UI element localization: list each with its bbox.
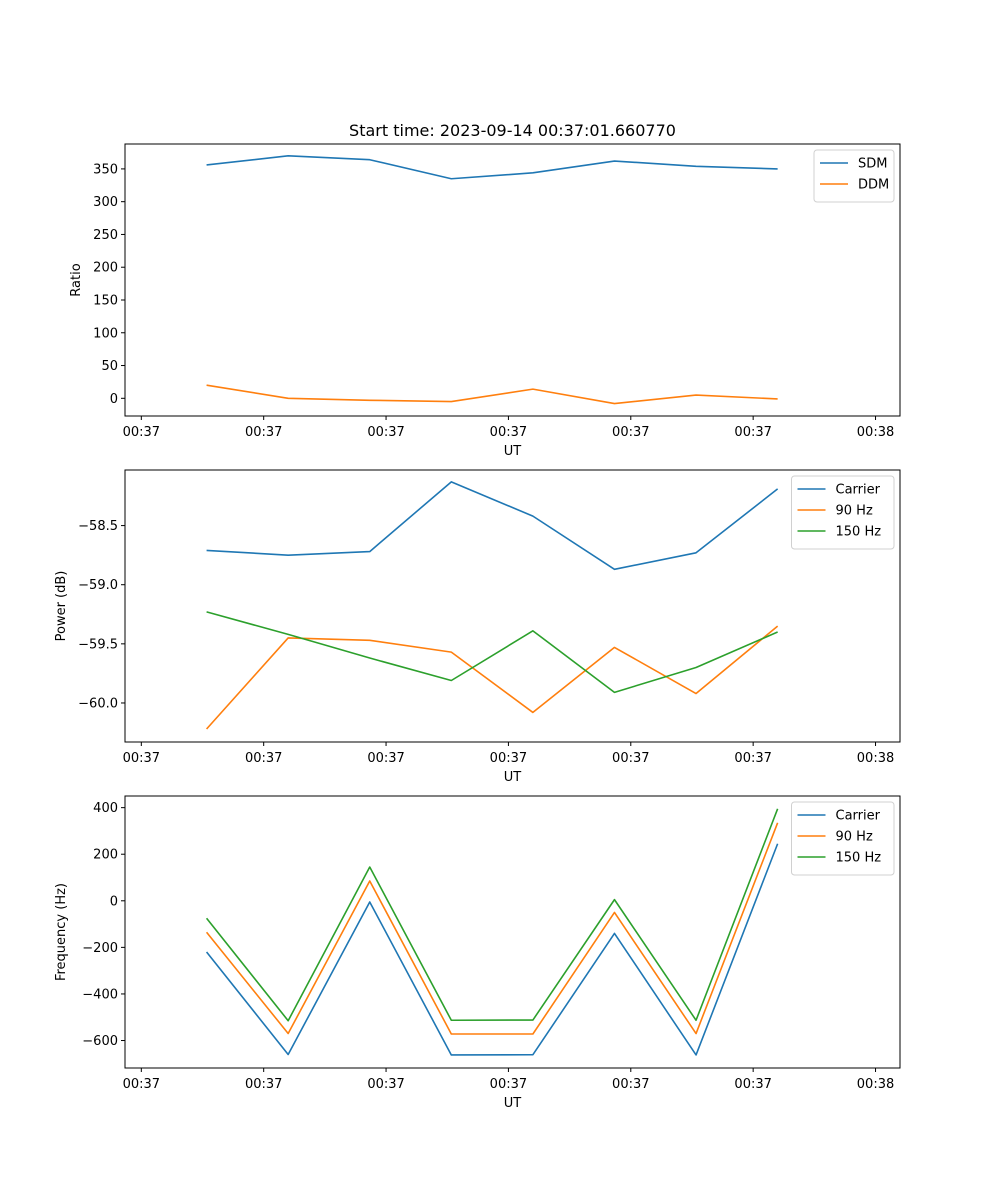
power-x-tick-label: 00:37 xyxy=(367,751,404,766)
power-x-tick-label: 00:38 xyxy=(857,751,894,766)
power-y-tick-label: −59.5 xyxy=(78,637,118,652)
power-y-tick-label: −60.0 xyxy=(78,696,118,711)
frequency-series-150-hz-line xyxy=(205,808,779,1022)
power-legend-label: 150 Hz xyxy=(836,525,882,540)
frequency-x-tick-label: 00:38 xyxy=(857,1077,894,1092)
ratio-y-axis-label: Ratio xyxy=(69,263,84,296)
frequency-axes-frame xyxy=(124,795,901,1069)
frequency-x-tick-label: 00:37 xyxy=(490,1077,527,1092)
power-axes-frame xyxy=(124,469,901,743)
ratio-x-tick-label: 00:37 xyxy=(490,425,527,440)
ratio-x-tick-label: 00:37 xyxy=(245,425,282,440)
ratio-y-tick-label: 50 xyxy=(101,359,118,374)
power-x-axis-label: UT xyxy=(504,770,522,785)
ratio-y-tick-label: 350 xyxy=(93,162,118,177)
ratio-y-tick-label: 0 xyxy=(110,392,118,407)
frequency-series-90-hz-line xyxy=(205,822,779,1035)
ratio-x-tick-label: 00:37 xyxy=(123,425,160,440)
power-y-axis-label: Power (dB) xyxy=(54,571,69,642)
ratio-y-tick-label: 100 xyxy=(93,326,118,341)
power-legend: Carrier 90 Hz 150 Hz xyxy=(791,475,895,550)
ratio-x-tick-label: 00:37 xyxy=(367,425,404,440)
ratio-axes-frame xyxy=(124,143,901,417)
power-y-tick-label: −59.0 xyxy=(78,578,118,593)
ratio-legend-label: DDM xyxy=(858,178,889,193)
power-x-tick-label: 00:37 xyxy=(490,751,527,766)
power-x-tick-label: 00:37 xyxy=(612,751,649,766)
frequency-y-tick-label: 200 xyxy=(93,848,118,863)
frequency-x-tick-label: 00:37 xyxy=(245,1077,282,1092)
power-legend-label: Carrier xyxy=(836,483,881,498)
frequency-y-tick-label: −600 xyxy=(82,1034,118,1049)
frequency-legend: Carrier 90 Hz 150 Hz xyxy=(791,801,895,876)
chart-title: Start time: 2023-09-14 00:37:01.660770 xyxy=(349,121,676,140)
power-series-carrier-line xyxy=(206,481,779,571)
power-x-tick-label: 00:37 xyxy=(245,751,282,766)
power-y-tick-label: −58.5 xyxy=(78,519,118,534)
ratio-y-tick-label: 150 xyxy=(93,293,118,308)
frequency-x-tick-label: 00:37 xyxy=(123,1077,160,1092)
ratio-y-tick-label: 200 xyxy=(93,261,118,276)
frequency-y-tick-label: 400 xyxy=(93,801,118,816)
frequency-x-tick-label: 00:37 xyxy=(367,1077,404,1092)
frequency-x-axis-label: UT xyxy=(504,1096,522,1111)
power-x-tick-label: 00:37 xyxy=(734,751,771,766)
ratio-y-tick-label: 250 xyxy=(93,228,118,243)
frequency-legend-label: 90 Hz xyxy=(836,830,873,845)
ratio-x-tick-label: 00:37 xyxy=(734,425,771,440)
ratio-legend: SDM DDM xyxy=(813,149,895,203)
frequency-y-tick-label: −400 xyxy=(82,987,118,1002)
power-x-tick-label: 00:37 xyxy=(123,751,160,766)
frequency-legend-label: Carrier xyxy=(836,809,881,824)
frequency-series-carrier-line xyxy=(205,843,779,1056)
ratio-subplot: Start time: 2023-09-14 00:37:01.66077000… xyxy=(69,121,901,459)
frequency-x-tick-label: 00:37 xyxy=(612,1077,649,1092)
power-legend-label: 90 Hz xyxy=(836,504,873,519)
frequency-subplot: 00:37 00:37 00:37 00:37 00:37 00:37 00:38 −600 −… xyxy=(54,795,901,1111)
ratio-series-ddm-line xyxy=(206,384,778,405)
frequency-y-axis-label: Frequency (Hz) xyxy=(54,883,69,981)
ratio-series-sdm-line xyxy=(206,155,778,180)
ratio-x-tick-label: 00:37 xyxy=(612,425,649,440)
ratio-x-axis-label: UT xyxy=(504,444,522,459)
frequency-y-tick-label: −200 xyxy=(82,941,118,956)
ratio-legend-label: SDM xyxy=(858,157,887,172)
power-series-150-hz-line xyxy=(206,611,778,694)
power-subplot: 00:37 00:37 00:37 00:37 00:37 00:37 00:38 −60.0… xyxy=(54,469,901,785)
frequency-x-tick-label: 00:37 xyxy=(734,1077,771,1092)
ratio-y-tick-label: 300 xyxy=(93,195,118,210)
frequency-y-tick-label: 0 xyxy=(110,894,118,909)
ratio-x-tick-label: 00:38 xyxy=(857,425,894,440)
frequency-legend-label: 150 Hz xyxy=(836,851,882,866)
